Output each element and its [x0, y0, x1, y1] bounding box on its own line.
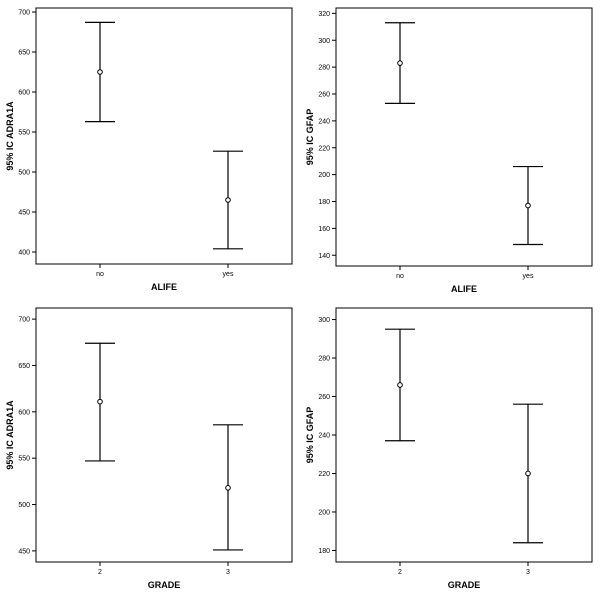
x-axis-title: GRADE — [448, 580, 481, 590]
x-axis-title: ALIFE — [451, 284, 477, 294]
y-tick-label: 600 — [18, 90, 30, 97]
y-tick-label: 450 — [18, 548, 30, 555]
chart-svg-gfap-grade: 180 200 220 240 260 280 300 2 3 GRADE 95% IC GFAP — [305, 307, 593, 590]
y-axis-title: 95% IC GFAP — [305, 407, 315, 464]
x-tick-label: 3 — [526, 569, 530, 576]
error-bar — [385, 22, 415, 105]
plot-frame — [335, 307, 593, 563]
y-tick-label: 300 — [318, 317, 330, 324]
error-bar — [385, 328, 415, 442]
y-tick-label: 500 — [18, 170, 30, 177]
plot-frame — [35, 307, 293, 563]
y-tick-label: 280 — [318, 65, 330, 72]
y-tick-label: 180 — [318, 548, 330, 555]
x-tick-label: yes — [223, 271, 234, 278]
chart-gfap-alife: 140 160 180 200 220 240 260 280 300 320 no yes ALIFE… — [300, 0, 600, 300]
x-axis-title: GRADE — [148, 580, 181, 590]
y-axis-title: 95% IC ADRA1A — [5, 400, 15, 470]
y-tick-label: 260 — [318, 92, 330, 99]
mean-marker — [525, 470, 531, 477]
chart-gfap-grade: 180 200 220 240 260 280 300 2 3 GRADE 95% IC GFAP — [300, 300, 600, 600]
y-tick-label: 280 — [318, 356, 330, 363]
y-tick-label: 650 — [18, 363, 30, 370]
error-bar — [85, 21, 115, 123]
error-bar — [213, 150, 243, 250]
mean-marker — [97, 398, 103, 405]
error-bar — [513, 403, 543, 544]
plot-frame — [35, 7, 293, 265]
mean-marker — [525, 202, 531, 209]
y-tick-label: 240 — [318, 118, 330, 125]
y-tick-label: 180 — [318, 199, 330, 206]
y-axis-title: 95% IC ADRA1A — [5, 101, 15, 171]
chart-svg-adra1a-alife: 400 450 500 550 600 650 700 no yes ALIFE 95% IC AD… — [5, 7, 293, 292]
y-tick-label: 160 — [318, 226, 330, 233]
y-tick-label: 200 — [318, 172, 330, 179]
y-tick-label: 700 — [18, 10, 30, 17]
y-tick-label: 600 — [18, 409, 30, 416]
chart-svg-adra1a-grade: 450 500 550 600 650 700 2 3 GRADE 95% IC ADRA1A — [5, 307, 293, 590]
y-tick-label: 200 — [318, 509, 330, 516]
error-bar — [213, 424, 243, 551]
mean-marker — [397, 382, 403, 388]
y-tick-label: 700 — [18, 317, 30, 324]
mean-marker — [225, 485, 231, 491]
y-tick-label: 260 — [318, 394, 330, 401]
y-tick-label: 240 — [318, 433, 330, 440]
y-tick-label: 220 — [318, 471, 330, 478]
x-tick-label: no — [396, 273, 404, 280]
x-tick-label: yes — [523, 273, 534, 280]
x-tick-label: 2 — [98, 569, 102, 576]
y-tick-label: 500 — [18, 502, 30, 509]
mean-marker — [225, 197, 231, 203]
x-tick-label: 2 — [398, 569, 402, 576]
error-bar — [85, 342, 115, 462]
chart-svg-gfap-alife: 140 160 180 200 220 240 260 280 300 320 no yes ALIFE… — [305, 7, 593, 294]
mean-marker — [97, 69, 103, 75]
y-tick-label: 550 — [18, 130, 30, 137]
plot-frame — [335, 7, 593, 267]
y-tick-label: 140 — [318, 253, 330, 260]
x-tick-label: no — [96, 271, 104, 278]
x-tick-label: 3 — [226, 569, 230, 576]
y-axis-title: 95% IC GFAP — [305, 109, 315, 166]
chart-adra1a-alife: 400 450 500 550 600 650 700 no yes ALIFE 95% IC AD… — [0, 0, 300, 300]
y-tick-label: 300 — [318, 38, 330, 45]
mean-marker — [397, 60, 403, 66]
y-tick-label: 550 — [18, 456, 30, 463]
y-tick-label: 450 — [18, 210, 30, 217]
y-tick-label: 220 — [318, 145, 330, 152]
y-tick-label: 650 — [18, 50, 30, 57]
x-axis-title: ALIFE — [151, 282, 177, 292]
y-tick-label: 400 — [18, 250, 30, 257]
chart-adra1a-grade: 450 500 550 600 650 700 2 3 GRADE 95% IC ADRA1A — [0, 300, 300, 600]
error-bar — [513, 165, 543, 246]
y-tick-label: 320 — [318, 11, 330, 18]
